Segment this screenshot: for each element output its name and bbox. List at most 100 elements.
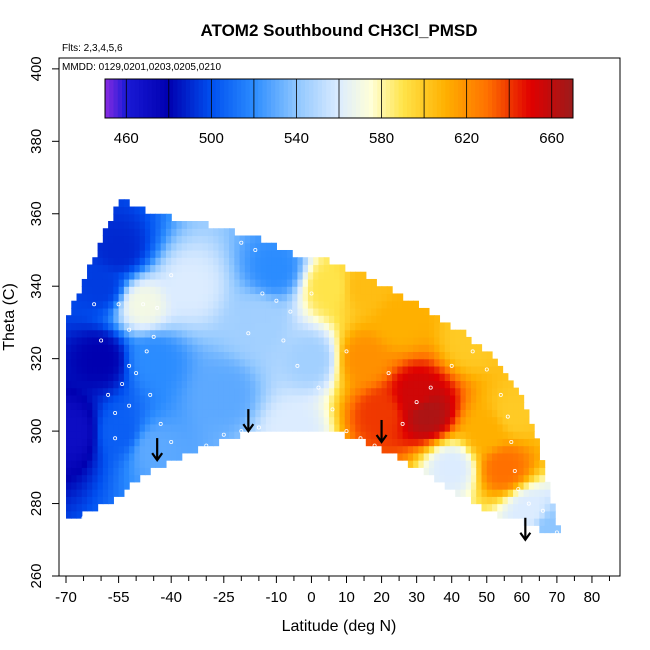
- heatmap-cell: [102, 344, 109, 353]
- heatmap-cell: [397, 336, 404, 345]
- heatmap-cell: [239, 380, 246, 389]
- heatmap-cell: [186, 344, 193, 353]
- heatmap-cell: [134, 365, 141, 374]
- heatmap-cell: [213, 286, 220, 295]
- heatmap-cell: [260, 387, 267, 396]
- heatmap-cell: [313, 336, 320, 345]
- heatmap-cell: [397, 387, 404, 396]
- heatmap-cell: [118, 228, 125, 237]
- sample-point: [134, 371, 139, 376]
- y-tick-label: 400: [28, 56, 45, 81]
- heatmap-cell: [102, 257, 109, 266]
- heatmap-cell: [218, 242, 225, 251]
- x-tick-label: 50: [478, 589, 495, 606]
- heatmap-cell: [492, 467, 498, 476]
- heatmap-cell: [355, 409, 362, 418]
- heatmap-cell: [123, 351, 130, 360]
- heatmap-cell: [250, 278, 256, 287]
- heatmap-cell: [486, 431, 493, 439]
- colorbar-segment: [504, 79, 510, 118]
- heatmap-cell: [102, 431, 109, 439]
- heatmap-cell: [360, 402, 367, 410]
- heatmap-cell: [118, 264, 125, 273]
- x-tick-label: -10: [266, 589, 288, 606]
- heatmap-cell: [476, 481, 483, 490]
- heatmap-cell: [218, 336, 225, 345]
- heatmap-cell: [302, 315, 309, 324]
- heatmap-cell: [528, 445, 535, 454]
- heatmap-cell: [102, 315, 109, 324]
- heatmap-cell: [407, 409, 414, 418]
- heatmap-cell: [108, 489, 114, 497]
- heatmap-cell: [92, 460, 99, 468]
- heatmap-cell: [244, 278, 251, 287]
- heatmap-cell: [371, 344, 377, 353]
- heatmap-cell: [276, 365, 283, 374]
- heatmap-cell: [381, 365, 388, 374]
- heatmap-cell: [544, 503, 551, 512]
- heatmap-cell: [218, 416, 225, 425]
- heatmap-cell: [118, 322, 125, 331]
- heatmap-cell: [455, 344, 462, 353]
- heatmap-cell: [123, 286, 130, 295]
- heatmap-cell: [260, 358, 267, 367]
- heatmap-cell: [223, 329, 230, 338]
- heatmap-cell: [455, 467, 462, 476]
- heatmap-cell: [281, 293, 288, 302]
- heatmap-cell: [365, 409, 372, 418]
- heatmap-cell: [92, 481, 99, 490]
- heatmap-cell: [150, 438, 157, 447]
- heatmap-cell: [470, 351, 477, 360]
- heatmap-cell: [413, 329, 419, 338]
- heatmap-cell: [123, 235, 130, 244]
- heatmap-cell: [328, 329, 335, 338]
- heatmap-cell: [344, 365, 351, 374]
- heatmap-cell: [518, 460, 525, 468]
- heatmap-cell: [165, 213, 172, 222]
- heatmap-cell: [155, 431, 162, 439]
- heatmap-cell: [271, 394, 277, 403]
- heatmap-cell: [297, 264, 304, 273]
- heatmap-cell: [307, 264, 314, 273]
- colorbar-segment: [530, 79, 536, 118]
- colorbar-segment: [258, 79, 263, 118]
- heatmap-cell: [386, 358, 393, 367]
- heatmap-cell: [144, 416, 151, 425]
- heatmap-cell: [470, 460, 477, 468]
- heatmap-cell: [386, 387, 393, 396]
- heatmap-cell: [355, 387, 362, 396]
- heatmap-cell: [118, 344, 125, 353]
- heatmap-cell: [118, 351, 125, 360]
- heatmap-cell: [271, 307, 277, 316]
- heatmap-cell: [413, 336, 419, 345]
- heatmap-cell: [102, 409, 109, 418]
- heatmap-cell: [344, 358, 351, 367]
- sample-point: [372, 443, 377, 448]
- heatmap-cell: [265, 409, 272, 418]
- heatmap-cell: [234, 300, 241, 309]
- heatmap-cell: [123, 373, 130, 381]
- heatmap-cell: [176, 293, 183, 302]
- heatmap-cell: [365, 322, 372, 331]
- heatmap-cell: [155, 249, 162, 258]
- heatmap-cell: [339, 380, 346, 389]
- heatmap-cell: [271, 300, 277, 309]
- colorbar-segment: [560, 79, 565, 118]
- sample-point: [498, 392, 503, 397]
- heatmap-cell: [523, 423, 530, 432]
- heatmap-cell: [392, 416, 398, 425]
- heatmap-cell: [176, 365, 183, 374]
- heatmap-cell: [449, 329, 456, 338]
- heatmap-cell: [66, 365, 72, 374]
- heatmap-cell: [281, 322, 288, 331]
- heatmap-cell: [108, 481, 114, 490]
- heatmap-cell: [250, 264, 256, 273]
- colorbar-segment: [415, 79, 421, 118]
- heatmap-cell: [465, 481, 472, 490]
- heatmap-cell: [139, 373, 146, 381]
- heatmap-cell: [229, 228, 235, 237]
- heatmap-cell: [518, 431, 525, 439]
- heatmap-cell: [297, 373, 304, 381]
- heatmap-cell: [323, 329, 330, 338]
- heatmap-cell: [76, 438, 83, 447]
